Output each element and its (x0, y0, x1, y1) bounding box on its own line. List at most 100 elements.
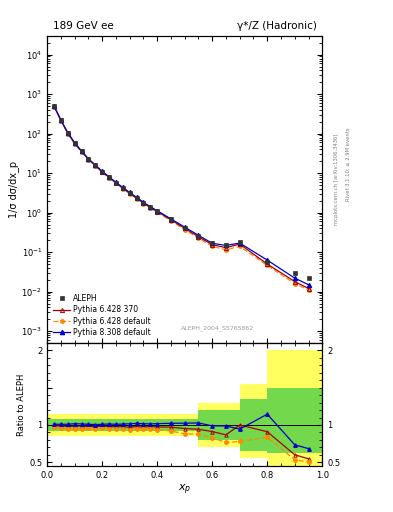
ALEPH (182, 224, 187, 230)
Pythia 6.428 default (169, 218, 173, 224)
Text: ALEPH_2004_S5765862: ALEPH_2004_S5765862 (181, 325, 254, 331)
Pythia 6.428 default (224, 247, 228, 253)
Pythia 6.428 default (114, 180, 118, 186)
Pythia 8.308 default (265, 257, 270, 263)
Pythia 8.308 default (210, 240, 215, 246)
Pythia 6.428 370 (107, 174, 112, 180)
Pythia 6.428 default (210, 243, 215, 249)
ALEPH (93, 162, 97, 168)
Pythia 6.428 default (79, 149, 84, 155)
ALEPH (86, 156, 91, 162)
Pythia 8.308 default (93, 162, 97, 168)
Pythia 8.308 default (182, 224, 187, 230)
Pythia 6.428 370 (134, 195, 139, 201)
Pythia 6.428 370 (292, 279, 297, 285)
Pythia 8.308 default (65, 130, 70, 136)
Pythia 6.428 default (265, 263, 270, 269)
ALEPH (237, 239, 242, 245)
Line: Pythia 6.428 370: Pythia 6.428 370 (52, 104, 310, 291)
ALEPH (127, 189, 132, 196)
Pythia 8.308 default (121, 184, 125, 190)
Pythia 6.428 default (59, 118, 63, 124)
Pythia 8.308 default (59, 117, 63, 123)
Pythia 6.428 370 (237, 241, 242, 247)
Pythia 8.308 default (72, 140, 77, 146)
Pythia 8.308 default (141, 199, 146, 205)
ALEPH (292, 270, 297, 276)
Line: Pythia 8.308 default: Pythia 8.308 default (52, 104, 310, 287)
Pythia 6.428 default (121, 186, 125, 192)
Pythia 6.428 370 (169, 217, 173, 223)
Legend: ALEPH, Pythia 6.428 370, Pythia 6.428 default, Pythia 8.308 default: ALEPH, Pythia 6.428 370, Pythia 6.428 de… (51, 292, 153, 339)
ALEPH (210, 240, 215, 246)
Pythia 6.428 370 (224, 245, 228, 251)
Pythia 8.308 default (86, 156, 91, 162)
ALEPH (114, 179, 118, 185)
Pythia 6.428 370 (100, 169, 105, 175)
ALEPH (169, 216, 173, 222)
ALEPH (306, 275, 311, 281)
Pythia 6.428 370 (265, 261, 270, 267)
Pythia 6.428 370 (148, 204, 152, 210)
Pythia 6.428 370 (127, 190, 132, 196)
Pythia 6.428 370 (79, 148, 84, 155)
Pythia 8.308 default (127, 189, 132, 196)
Pythia 6.428 default (86, 157, 91, 163)
Y-axis label: 1/σ dσ/dx_p: 1/σ dσ/dx_p (7, 161, 18, 218)
Pythia 6.428 370 (141, 200, 146, 206)
Pythia 8.308 default (196, 232, 201, 239)
Pythia 6.428 default (155, 209, 160, 215)
Pythia 6.428 370 (59, 117, 63, 123)
ALEPH (265, 260, 270, 266)
Pythia 8.308 default (100, 168, 105, 175)
Pythia 8.308 default (155, 208, 160, 214)
ALEPH (59, 117, 63, 123)
ALEPH (51, 103, 57, 109)
Pythia 6.428 default (72, 141, 77, 147)
Pythia 6.428 default (65, 131, 70, 137)
Pythia 8.308 default (306, 282, 311, 288)
Pythia 6.428 default (141, 201, 146, 207)
Pythia 6.428 default (306, 287, 311, 293)
Text: γ*/Z (Hadronic): γ*/Z (Hadronic) (237, 21, 317, 31)
ALEPH (121, 184, 125, 190)
Pythia 6.428 default (196, 235, 201, 241)
Text: mcplots.cern.ch [arXiv:1306.3436]: mcplots.cern.ch [arXiv:1306.3436] (334, 134, 338, 225)
Pythia 6.428 default (237, 243, 242, 249)
Line: Pythia 6.428 default: Pythia 6.428 default (52, 105, 310, 292)
Pythia 6.428 default (134, 196, 139, 202)
Pythia 6.428 default (127, 191, 132, 197)
Pythia 6.428 370 (121, 185, 125, 191)
Y-axis label: Ratio to ALEPH: Ratio to ALEPH (17, 373, 26, 436)
Pythia 6.428 370 (65, 130, 70, 136)
Pythia 6.428 370 (114, 180, 118, 186)
ALEPH (79, 148, 84, 154)
X-axis label: $x_p$: $x_p$ (178, 482, 191, 497)
Pythia 6.428 default (182, 227, 187, 233)
Pythia 6.428 370 (72, 140, 77, 146)
Pythia 8.308 default (237, 240, 242, 246)
Pythia 6.428 370 (93, 162, 97, 168)
Pythia 6.428 default (148, 205, 152, 211)
Pythia 8.308 default (134, 194, 139, 200)
ALEPH (72, 140, 77, 146)
Text: Rivet 3.1.10; ≥ 2.9M events: Rivet 3.1.10; ≥ 2.9M events (345, 127, 350, 201)
ALEPH (141, 200, 146, 206)
Line: ALEPH: ALEPH (51, 103, 311, 281)
Pythia 6.428 370 (51, 103, 57, 110)
Pythia 8.308 default (107, 174, 112, 180)
Pythia 6.428 default (107, 175, 112, 181)
ALEPH (65, 130, 70, 136)
Pythia 6.428 default (292, 281, 297, 287)
ALEPH (155, 208, 160, 214)
Pythia 6.428 370 (196, 233, 201, 240)
Pythia 8.308 default (169, 216, 173, 222)
Pythia 6.428 370 (210, 242, 215, 248)
Pythia 8.308 default (224, 242, 228, 248)
ALEPH (224, 242, 228, 248)
Pythia 8.308 default (292, 275, 297, 281)
ALEPH (134, 195, 139, 201)
Pythia 8.308 default (148, 204, 152, 210)
ALEPH (107, 174, 112, 180)
Pythia 6.428 370 (155, 208, 160, 215)
